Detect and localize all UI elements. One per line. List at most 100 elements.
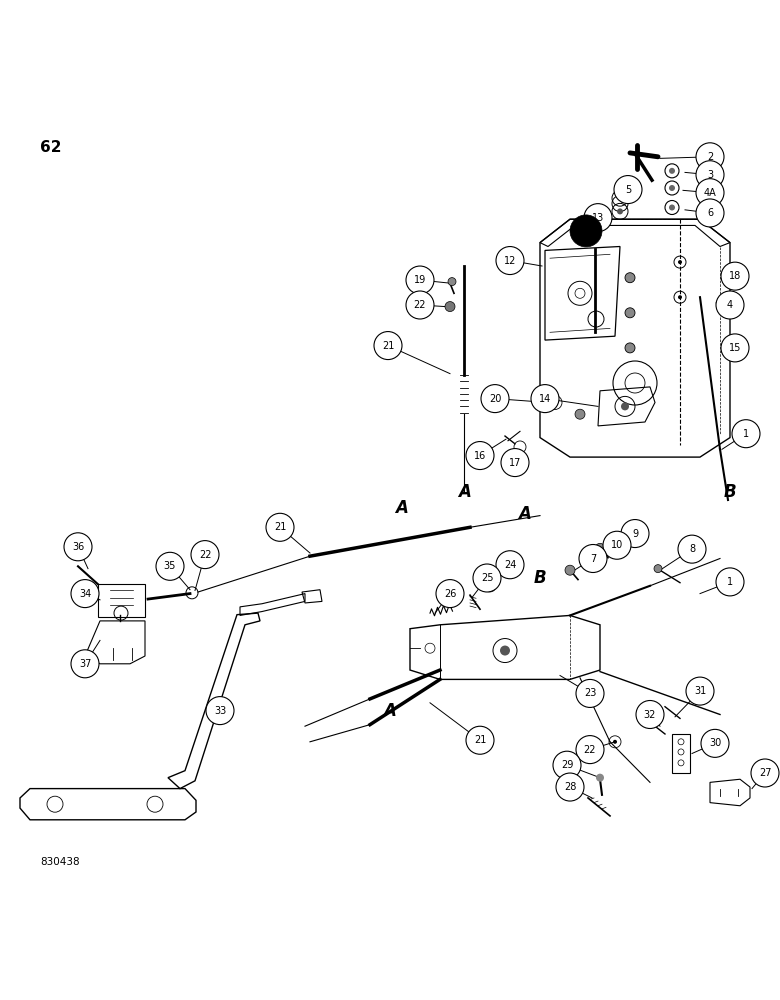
Circle shape [481,385,509,413]
Text: 23: 23 [583,688,596,698]
Circle shape [266,513,294,541]
Circle shape [565,565,575,575]
Text: 29: 29 [561,760,573,770]
Text: 34: 34 [79,589,91,599]
Text: 21: 21 [274,522,286,532]
Circle shape [64,533,92,561]
Circle shape [448,278,456,286]
Circle shape [721,334,749,362]
Circle shape [71,650,99,678]
Text: 22: 22 [583,745,596,755]
Text: 19: 19 [414,275,426,285]
Circle shape [501,449,529,477]
Circle shape [751,759,779,787]
Circle shape [576,679,604,707]
Text: A: A [384,702,396,720]
Text: 21: 21 [382,341,394,351]
Circle shape [496,247,524,275]
Text: 2: 2 [707,152,713,162]
Circle shape [473,564,501,592]
Text: 25: 25 [480,573,493,583]
Circle shape [596,774,604,782]
Text: 17: 17 [509,458,521,468]
Text: 21: 21 [473,735,486,745]
Circle shape [531,385,559,413]
Circle shape [570,215,602,247]
Text: 6: 6 [707,208,713,218]
Text: 32: 32 [644,710,656,720]
Circle shape [678,295,682,299]
Text: 30: 30 [709,738,722,748]
Circle shape [206,697,234,725]
Text: 27: 27 [759,768,771,778]
Circle shape [156,552,184,580]
Text: 37: 37 [79,659,91,669]
Text: A: A [395,499,409,517]
Circle shape [576,736,604,764]
Circle shape [721,262,749,290]
Text: A: A [519,505,531,523]
Circle shape [654,565,662,573]
Text: 5: 5 [625,185,631,195]
Circle shape [621,402,629,410]
Circle shape [669,205,675,211]
Text: 9: 9 [632,529,638,539]
Circle shape [500,646,510,656]
Circle shape [584,204,612,232]
Text: 62: 62 [40,140,62,155]
Text: 1: 1 [727,577,733,587]
Circle shape [595,543,605,553]
Circle shape [696,161,724,189]
Text: 28: 28 [564,782,576,792]
Text: 830438: 830438 [40,857,80,867]
Circle shape [466,442,494,470]
Text: 24: 24 [504,560,516,570]
Circle shape [575,409,585,419]
Circle shape [496,551,524,579]
Circle shape [466,726,494,754]
Text: 3: 3 [707,170,713,180]
Text: 35: 35 [164,561,176,571]
Text: 4A: 4A [704,188,716,198]
Circle shape [678,535,706,563]
Text: 20: 20 [489,394,502,404]
Circle shape [701,729,729,757]
Circle shape [625,343,635,353]
Circle shape [406,291,434,319]
Circle shape [716,568,744,596]
Circle shape [686,677,714,705]
Circle shape [621,520,649,548]
Circle shape [678,260,682,264]
Text: 7: 7 [590,553,596,563]
Text: 14: 14 [539,394,551,404]
Circle shape [625,308,635,318]
Circle shape [553,400,557,404]
Circle shape [406,266,434,294]
Circle shape [613,740,617,744]
Circle shape [617,208,623,214]
Text: 13: 13 [592,213,604,223]
Circle shape [583,553,593,563]
Text: 18: 18 [729,271,741,281]
Circle shape [71,580,99,608]
Circle shape [374,332,402,360]
Circle shape [696,143,724,171]
Circle shape [732,420,760,448]
Circle shape [553,751,581,779]
Circle shape [436,580,464,608]
Circle shape [603,531,631,559]
Text: 12: 12 [504,256,516,266]
Text: 15: 15 [729,343,741,353]
Circle shape [696,179,724,207]
Text: 16: 16 [474,451,486,461]
Circle shape [696,199,724,227]
Text: A: A [459,483,471,501]
Text: 22: 22 [199,550,211,560]
Text: 8: 8 [689,544,695,554]
Text: B: B [724,483,736,501]
Circle shape [556,773,584,801]
Text: 26: 26 [444,589,456,599]
Circle shape [669,185,675,191]
Text: 4: 4 [727,300,733,310]
Text: 1: 1 [743,429,749,439]
